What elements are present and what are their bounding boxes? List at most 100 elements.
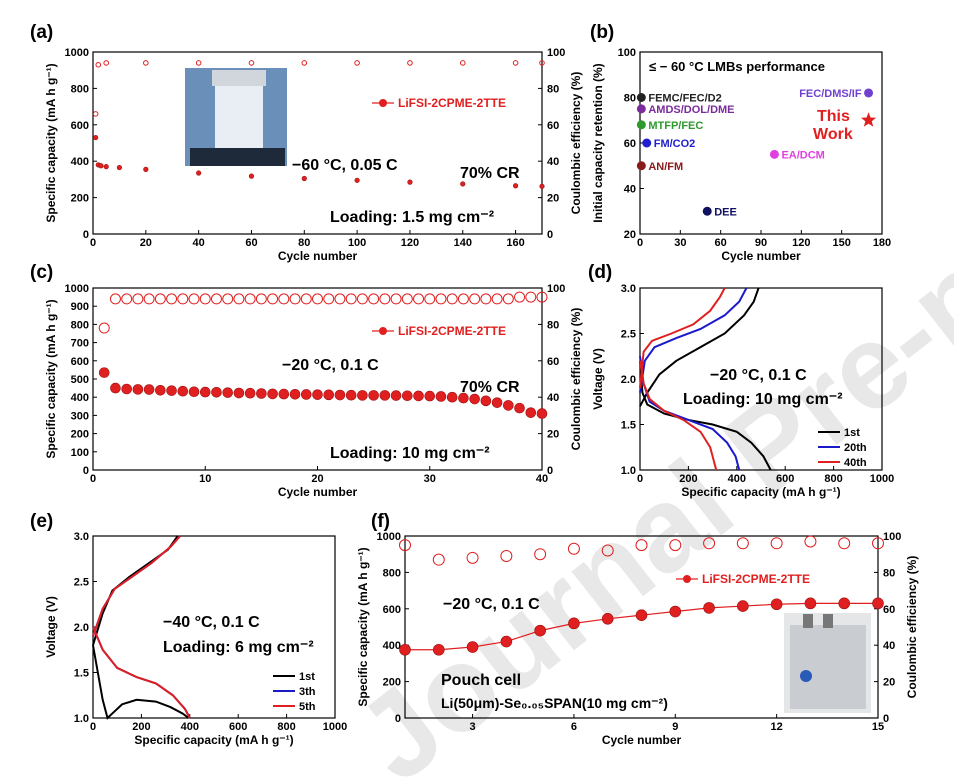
legend-marker [379, 327, 387, 335]
efficiency-point [401, 293, 413, 305]
efficiency-point [536, 291, 548, 303]
x-tick-label: 3 [470, 721, 476, 733]
x-tick-label: 400 [728, 473, 746, 485]
y-tick-label: 0 [395, 713, 401, 725]
efficiency-point [770, 537, 783, 550]
y2-tick-label: 60 [547, 120, 559, 132]
capacity-point [323, 389, 335, 401]
y-axis-label: Specific capacity (mA h g⁻¹) [44, 63, 58, 222]
capacity-point [469, 393, 480, 405]
panel-b-chart: 0 30 60 90 120 150 180 20 40 60 80 100 Cycle number I… [591, 47, 891, 263]
panel-e-loading: Loading: 6 mg cm⁻² [163, 639, 314, 656]
efficiency-point [512, 60, 519, 66]
legend-label: 40th [844, 457, 867, 469]
efficiency-point [154, 293, 166, 305]
y2-tick-label: 60 [547, 356, 559, 368]
efficiency-point [233, 293, 245, 305]
capacity-point [116, 164, 123, 171]
y-tick-label: 2.0 [74, 622, 89, 634]
y2-tick-label: 20 [883, 677, 895, 689]
comparison-point [636, 93, 646, 102]
x-tick-label: 15 [872, 721, 884, 733]
panel-b-label: (b) [590, 22, 614, 43]
y-tick-label: 20 [624, 229, 636, 241]
x-tick-label: 150 [832, 237, 850, 249]
y-tick-label: 600 [383, 604, 401, 616]
capacity-point [407, 179, 413, 185]
comparison-label: AMDS/DOL/DME [648, 104, 734, 116]
plot-frame [92, 51, 543, 235]
capacity-point [188, 386, 200, 398]
x-tick-label: 20 [140, 237, 152, 249]
y-tick-label: 2.5 [74, 577, 89, 589]
efficiency-point [300, 293, 312, 305]
comparison-label: MTFP/FEC [648, 120, 703, 132]
efficiency-point [500, 550, 513, 563]
efficiency-point [446, 293, 458, 305]
capacity-point [300, 389, 312, 400]
efficiency-point [534, 548, 547, 561]
capacity-point [401, 390, 413, 402]
y-tick-label: 700 [71, 338, 89, 350]
capacity-point [98, 163, 104, 169]
panel-c-label: (c) [30, 262, 53, 283]
panel-c-loading: Loading: 10 mg cm⁻² [330, 445, 490, 462]
panel-a-label: (a) [30, 22, 53, 43]
capacity-point [379, 390, 391, 401]
capacity-point [525, 407, 537, 418]
y-tick-label: 600 [71, 120, 89, 132]
efficiency-point [95, 61, 102, 68]
x-axis-label: Cycle number [721, 249, 801, 263]
efficiency-point [669, 539, 682, 552]
efficiency-point [502, 293, 514, 305]
x-tick-label: 160 [506, 237, 524, 249]
y-tick-label: 0 [83, 465, 89, 477]
y-tick-label: 1000 [65, 283, 89, 295]
panel-f-legend-label: LiFSI-2CPME-2TTE [702, 572, 810, 586]
legend-label: 5th [299, 701, 316, 713]
efficiency-point [255, 293, 267, 305]
efficiency-point [109, 293, 121, 305]
comparison-label: DEE [714, 206, 737, 218]
panel-a-chart: 0 20 40 60 80 100 120 140 160 0 200 400 600 800 1000 0 2… [44, 47, 583, 263]
capacity-point [435, 391, 447, 402]
y-tick-label: 400 [71, 392, 89, 404]
efficiency-point [143, 60, 149, 66]
capacity-point [110, 382, 121, 394]
y2-tick-label: 40 [547, 392, 559, 404]
efficiency-point [289, 293, 301, 305]
plot-frame [404, 535, 879, 719]
capacity-point [460, 181, 466, 187]
y2-tick-label: 100 [547, 47, 565, 59]
comparison-point [636, 161, 646, 171]
capacity-point [256, 388, 267, 399]
y-tick-label: 200 [383, 677, 401, 689]
comparison-point [769, 149, 779, 159]
capacity-point [267, 388, 278, 400]
x-tick-label: 200 [132, 721, 150, 733]
efficiency-point [413, 293, 425, 305]
efficiency-point [132, 293, 144, 305]
panel-a-legend-label: LiFSI-2CPME-2TTE [398, 96, 506, 110]
efficiency-point [199, 293, 211, 305]
y2-axis-label: Coulombic efficiency (%) [569, 308, 583, 451]
legend-label: 3th [299, 686, 316, 698]
x-tick-label: 0 [90, 473, 96, 485]
y-axis-label: Voltage (V) [591, 348, 605, 410]
panel-f-pouch: Pouch cell [441, 672, 521, 689]
y-tick-label: 1000 [377, 531, 401, 543]
y-axis-label: Specific capacity (mA h g⁻¹) [356, 547, 370, 706]
y2-tick-label: 80 [547, 83, 559, 95]
efficiency-point [838, 537, 851, 550]
efficiency-point [459, 60, 466, 66]
efficiency-point [736, 537, 749, 550]
panel-c-chart: 0 10 20 30 400100200300400500600700800900100… [44, 283, 583, 499]
y-tick-label: 1.5 [74, 668, 89, 680]
capacity-point [413, 390, 424, 402]
capacity-point [93, 134, 99, 141]
efficiency-point [804, 535, 817, 548]
x-tick-label: 600 [229, 721, 247, 733]
capacity-point [177, 385, 189, 397]
y-axis-label: Initial capacity retention (%) [591, 63, 605, 222]
y2-tick-label: 0 [883, 713, 889, 725]
